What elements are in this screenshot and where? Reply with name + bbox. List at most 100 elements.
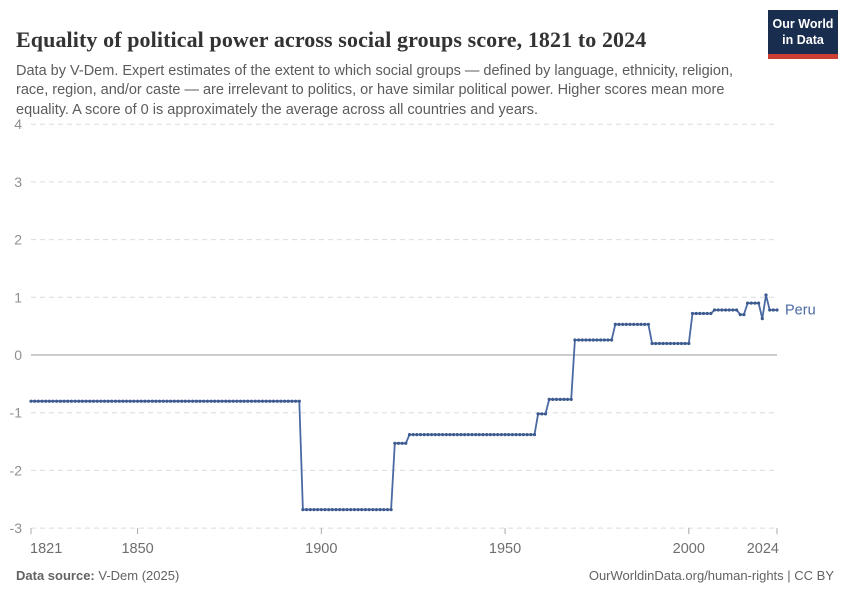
data-point-marker	[404, 441, 408, 445]
data-point-marker	[665, 341, 669, 346]
data-point-marker	[415, 433, 419, 437]
data-point-marker	[514, 433, 518, 437]
data-point-marker	[183, 399, 187, 403]
chart-subtitle: Data by V-Dem. Expert estimates of the e…	[16, 62, 734, 119]
owid-logo-line2: in Data	[782, 33, 824, 48]
data-point-marker	[577, 338, 581, 342]
data-point-marker	[525, 433, 529, 437]
data-point-marker	[69, 399, 73, 403]
data-point-marker	[216, 399, 220, 403]
data-point-marker	[488, 433, 492, 437]
data-point-marker	[154, 399, 158, 403]
data-point-marker	[95, 399, 99, 403]
data-point-marker	[158, 399, 162, 403]
data-point-marker	[253, 399, 257, 403]
data-point-marker	[209, 399, 213, 403]
data-point-marker	[753, 301, 757, 305]
data-point-marker	[521, 433, 526, 437]
data-point-marker	[720, 308, 724, 312]
data-point-marker	[161, 399, 165, 403]
data-point-marker	[738, 313, 742, 317]
data-point-marker	[268, 399, 272, 403]
data-point-marker	[99, 399, 103, 403]
data-point-marker	[33, 399, 37, 403]
data-point-marker	[334, 508, 338, 512]
data-point-marker	[422, 433, 426, 437]
data-point-marker	[231, 399, 235, 403]
data-point-marker	[227, 399, 231, 403]
data-point-marker	[672, 341, 676, 346]
data-point-marker	[562, 397, 566, 401]
data-point-marker	[455, 433, 459, 437]
data-point-marker	[694, 311, 698, 316]
data-point-marker	[88, 399, 92, 403]
data-point-marker	[532, 433, 537, 437]
data-point-marker	[775, 308, 779, 312]
data-point-marker	[558, 397, 562, 401]
data-point-marker	[117, 399, 121, 403]
owid-logo: Our World in Data	[768, 10, 838, 59]
data-point-marker	[319, 508, 323, 512]
data-point-marker	[62, 399, 66, 403]
data-point-marker	[588, 338, 592, 342]
data-point-marker	[224, 399, 228, 403]
peru-line[interactable]	[30, 294, 778, 511]
data-point-marker	[139, 399, 143, 403]
data-point-marker	[724, 308, 728, 312]
data-point-marker	[249, 399, 254, 403]
data-point-marker	[294, 399, 298, 403]
data-point-marker	[746, 301, 750, 305]
data-point-marker	[430, 433, 434, 437]
data-point-marker	[595, 338, 599, 342]
data-point-marker	[712, 308, 717, 312]
data-point-marker	[621, 322, 625, 326]
data-point-marker	[360, 508, 364, 512]
data-point-marker	[676, 341, 680, 346]
data-point-marker	[205, 399, 209, 403]
y-tick-label: 2	[14, 232, 22, 248]
data-point-marker	[150, 399, 154, 403]
data-point-marker	[165, 399, 169, 403]
data-point-marker	[305, 508, 309, 512]
data-point-marker	[668, 341, 673, 346]
data-point-marker	[485, 433, 489, 437]
data-point-marker	[40, 399, 44, 403]
data-point-marker	[246, 399, 250, 403]
data-point-marker	[760, 317, 764, 321]
data-point-marker	[654, 341, 658, 346]
data-point-marker	[643, 322, 647, 326]
data-point-marker	[499, 433, 503, 437]
data-point-marker	[580, 338, 584, 342]
data-point-marker	[301, 508, 305, 512]
data-point-marker	[459, 433, 463, 437]
data-point-marker	[466, 433, 470, 437]
data-point-marker	[540, 412, 544, 416]
data-point-marker	[290, 399, 294, 403]
data-point-marker	[690, 311, 695, 316]
entity-label-peru[interactable]: Peru	[785, 302, 816, 318]
x-tick-label: 1821	[30, 541, 62, 557]
data-point-marker	[374, 508, 378, 512]
data-point-marker	[378, 508, 382, 512]
data-point-marker	[147, 399, 151, 403]
chart-footer: Data source: V-Dem (2025) OurWorldinData…	[16, 568, 834, 583]
data-point-marker	[191, 399, 195, 403]
data-point-marker	[610, 338, 614, 342]
data-point-marker	[701, 311, 706, 316]
data-point-marker	[242, 399, 246, 403]
data-point-marker	[716, 308, 720, 312]
data-point-marker	[264, 399, 268, 403]
data-point-marker	[554, 397, 559, 401]
data-point-marker	[271, 399, 276, 403]
data-point-marker	[352, 508, 356, 512]
data-point-marker	[341, 508, 345, 512]
data-point-marker	[492, 433, 496, 437]
x-tick-label: 1850	[121, 541, 153, 557]
data-point-marker	[238, 399, 243, 403]
data-point-marker	[316, 508, 320, 512]
data-point-marker	[731, 308, 735, 312]
data-point-marker	[260, 399, 265, 403]
data-point-marker	[396, 441, 401, 445]
data-point-marker	[411, 433, 415, 437]
